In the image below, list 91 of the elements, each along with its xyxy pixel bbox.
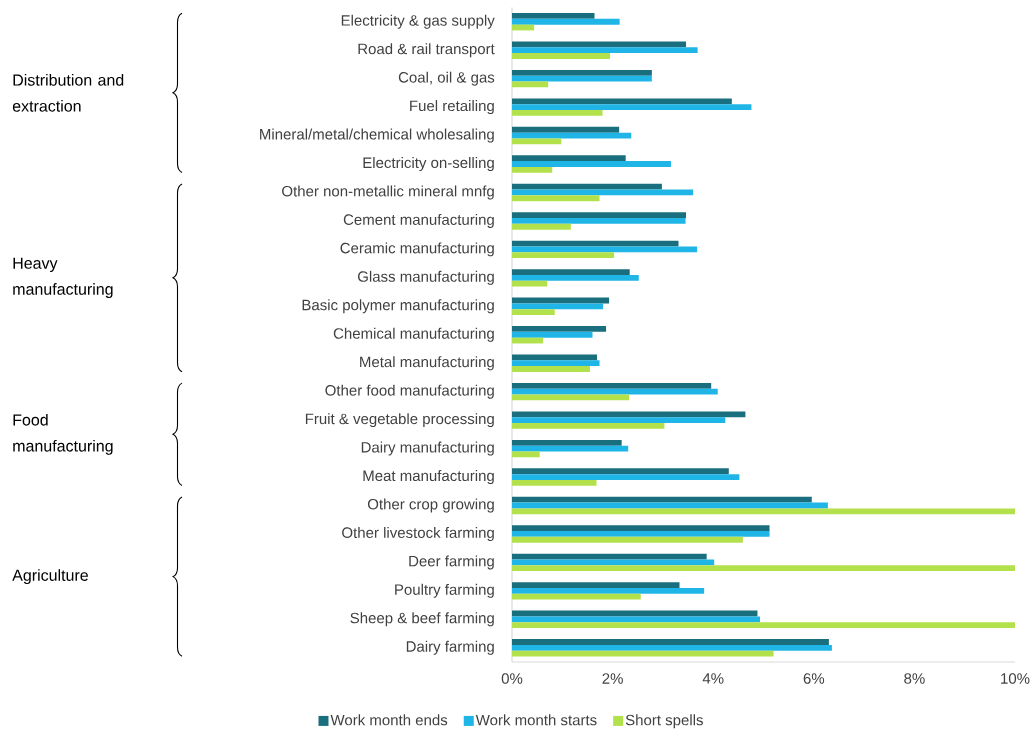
bar bbox=[512, 531, 770, 537]
y-tick-label: Other non-metallic mineral mnfg bbox=[282, 185, 494, 200]
bar bbox=[512, 274, 639, 281]
x-tick-label: 0% bbox=[501, 673, 523, 684]
legend-label: Work month starts bbox=[475, 714, 597, 726]
x-tick-label: 6% bbox=[803, 673, 825, 684]
bar bbox=[512, 468, 729, 475]
y-tick-label: Electricity & gas supply bbox=[341, 14, 495, 29]
bar bbox=[512, 218, 686, 224]
y-tick-label: Sheep & beef farming bbox=[350, 612, 494, 627]
bar bbox=[512, 388, 718, 395]
y-tick-label: Meat manufacturing bbox=[363, 470, 494, 485]
y-tick-label: Road & rail transport bbox=[358, 43, 495, 58]
bar bbox=[512, 565, 1016, 572]
bar bbox=[512, 41, 687, 48]
bar bbox=[512, 582, 680, 588]
bar bbox=[512, 474, 740, 480]
y-tick-label: Mineral/metal/chemical wholesaling bbox=[260, 128, 494, 143]
bar bbox=[512, 417, 726, 424]
bar bbox=[512, 75, 652, 82]
bar bbox=[512, 69, 652, 76]
bar bbox=[512, 326, 607, 332]
bar bbox=[512, 212, 687, 219]
bar bbox=[512, 155, 626, 162]
bar bbox=[512, 382, 712, 389]
text: Food manufacturing bbox=[13, 413, 113, 455]
y-tick-label: Chemical manufacturing bbox=[333, 327, 494, 342]
bar bbox=[512, 18, 620, 25]
bar bbox=[512, 246, 698, 253]
bar bbox=[512, 53, 611, 59]
bar bbox=[512, 553, 707, 560]
bar bbox=[512, 252, 615, 259]
y-tick-label: Deer farming bbox=[409, 555, 494, 570]
x-tick-label: 4% bbox=[702, 673, 724, 684]
y-tick-label: Other food manufacturing bbox=[325, 384, 494, 399]
legend-label: Short spells bbox=[625, 714, 703, 729]
bar bbox=[512, 269, 630, 275]
bar bbox=[512, 525, 770, 532]
y-tick-label: Metal manufacturing bbox=[360, 356, 494, 371]
bar bbox=[512, 536, 743, 543]
bar bbox=[512, 479, 597, 486]
y-tick-label: Other livestock farming bbox=[342, 526, 494, 541]
y-tick-label: Other crop growing bbox=[367, 498, 494, 513]
y-tick-label: Poultry farming bbox=[395, 583, 494, 598]
y-tick-label: Electricity on-selling bbox=[363, 157, 494, 171]
bar bbox=[512, 639, 829, 645]
text: Agriculture bbox=[12, 569, 88, 585]
bar bbox=[512, 280, 548, 287]
bar bbox=[512, 98, 732, 105]
bar bbox=[512, 13, 595, 19]
y-tick-label: Coal, oil & gas bbox=[398, 71, 495, 86]
y-tick-label: Dairy farming bbox=[406, 640, 494, 655]
x-tick-label: 10% bbox=[1001, 673, 1030, 684]
bar bbox=[512, 508, 1016, 515]
y-tick-label: Fruit & vegetable processing bbox=[305, 413, 494, 428]
bar bbox=[512, 593, 641, 600]
y-tick-label: Fuel retailing bbox=[410, 100, 494, 115]
x-tick-label: 2% bbox=[602, 673, 623, 684]
bar bbox=[512, 360, 600, 367]
bar bbox=[512, 423, 665, 429]
bar bbox=[512, 366, 590, 372]
bar bbox=[512, 496, 812, 503]
y-tick-label: Ceramic manufacturing bbox=[340, 242, 494, 257]
bar bbox=[512, 183, 662, 190]
bar bbox=[512, 166, 553, 173]
bar bbox=[512, 223, 571, 230]
bar bbox=[512, 587, 705, 594]
bar bbox=[512, 110, 603, 116]
bar bbox=[512, 331, 593, 338]
text: Distribution and extraction bbox=[12, 73, 124, 112]
bar bbox=[512, 161, 671, 167]
bar bbox=[512, 451, 540, 458]
bar bbox=[512, 644, 832, 651]
bar bbox=[512, 104, 752, 110]
y-tick-label: Basic polymer manufacturing bbox=[302, 299, 494, 314]
bar bbox=[512, 309, 555, 315]
text: Heavy manufacturing bbox=[13, 257, 113, 299]
bar bbox=[512, 195, 600, 202]
legend-label: Work month ends bbox=[330, 714, 448, 726]
bar bbox=[512, 47, 698, 54]
y-tick-label: Cement manufacturing bbox=[343, 213, 494, 228]
bar bbox=[512, 126, 620, 133]
bar bbox=[512, 138, 562, 145]
x-tick-label: 8% bbox=[904, 673, 925, 684]
bar bbox=[512, 616, 760, 623]
bar bbox=[512, 622, 1016, 629]
bar bbox=[512, 411, 746, 418]
y-tick-label: Dairy manufacturing bbox=[361, 441, 494, 456]
bar bbox=[512, 303, 604, 310]
bar bbox=[512, 439, 622, 446]
y-tick-label: Glass manufacturing bbox=[357, 270, 494, 285]
